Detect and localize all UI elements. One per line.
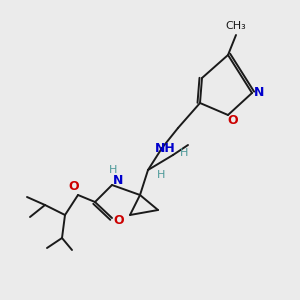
Text: O: O (114, 214, 124, 227)
Text: CH₃: CH₃ (226, 21, 246, 31)
Text: N: N (254, 86, 264, 100)
Text: H: H (157, 170, 165, 180)
Text: N: N (113, 173, 123, 187)
Text: O: O (228, 113, 238, 127)
Text: H: H (180, 148, 188, 158)
Text: NH: NH (154, 142, 176, 154)
Text: H: H (109, 165, 117, 175)
Text: O: O (69, 181, 79, 194)
